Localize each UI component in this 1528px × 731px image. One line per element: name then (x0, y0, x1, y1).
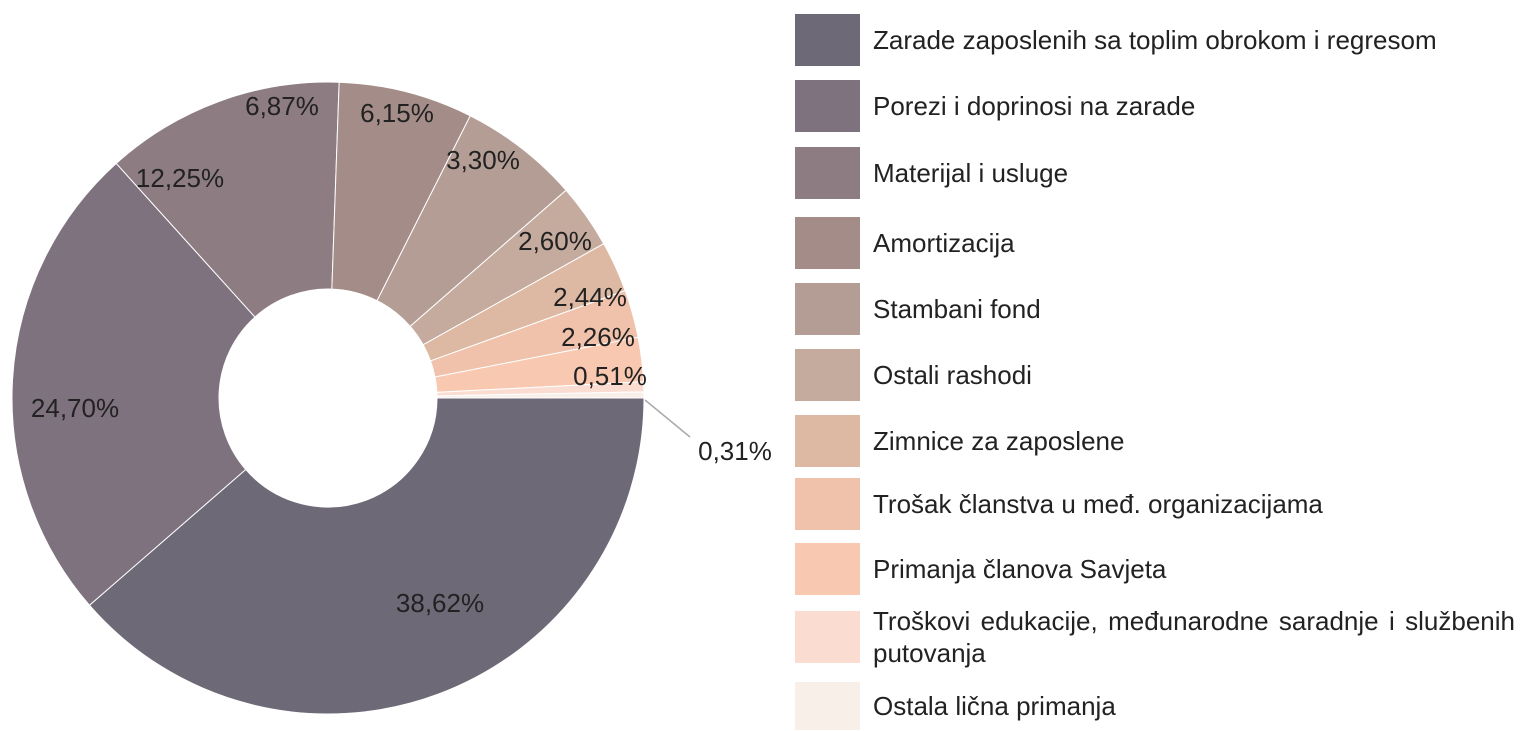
legend-item: Materijal i usluge (795, 147, 1515, 199)
legend-item: Ostala lična primanja (795, 682, 1515, 730)
legend-item: Zimnice za zaposlene (795, 415, 1515, 467)
donut-slice (11, 162, 256, 606)
legend-swatch (795, 283, 860, 335)
legend-label: Primanja članova Savjeta (873, 554, 1167, 584)
chart: 38,62% 24,70% 12,25% 6,87% 6,15% 3,30% 2,60% 2,… (11, 81, 772, 715)
data-label: 24,70% (31, 393, 119, 423)
legend-item: Amortizacija (795, 217, 1515, 269)
legend-swatch (795, 478, 860, 530)
legend-item: Zarade zaposlenih sa toplim obrokom i re… (795, 14, 1515, 66)
legend-item: Porezi i doprinosi na zarade (795, 80, 1515, 132)
legend-swatch (795, 80, 860, 132)
legend-label: Stambani fond (873, 294, 1041, 324)
data-label: 2,26% (561, 322, 635, 352)
data-label: 12,25% (136, 163, 224, 193)
leader-line (644, 399, 691, 438)
legend-label: Trošak članstva u međ. organizacijama (873, 489, 1323, 519)
legend-item: Stambani fond (795, 283, 1515, 335)
legend-label: Ostala lična primanja (873, 691, 1116, 721)
legend-item: Primanja članova Savjeta (795, 543, 1515, 595)
legend-item: Troškovi edukacije, međunarodne saradnje… (795, 606, 1515, 668)
legend-label: Materijal i usluge (873, 158, 1069, 188)
legend-swatch (795, 611, 860, 663)
legend-label: Troškovi edukacije, međunarodne saradnje… (873, 606, 1515, 668)
donut-slice (88, 397, 645, 715)
data-label: 2,44% (553, 282, 627, 312)
donut-slice (115, 81, 340, 318)
legend-swatch (795, 14, 860, 66)
legend-item: Ostali rashodi (795, 349, 1515, 401)
legend-swatch (795, 543, 860, 595)
legend-swatch (795, 415, 860, 467)
legend-label: Porezi i doprinosi na zarade (873, 91, 1196, 121)
data-label: 6,15% (360, 98, 434, 128)
data-label: 2,60% (518, 226, 592, 256)
legend-swatch (795, 682, 860, 730)
legend-swatch (795, 349, 860, 401)
legend-label: Zimnice za zaposlene (873, 426, 1125, 456)
legend-label: Zarade zaposlenih sa toplim obrokom i re… (873, 25, 1437, 55)
legend-item: Trošak članstva u međ. organizacijama (795, 478, 1515, 530)
donut-slice (436, 391, 645, 399)
legend-swatch (795, 217, 860, 269)
data-label: 0,31% (698, 436, 772, 466)
legend-label: Amortizacija (873, 228, 1015, 258)
data-label: 38,62% (396, 588, 484, 618)
data-label: 0,51% (573, 361, 647, 391)
legend-label: Ostali rashodi (873, 360, 1032, 390)
data-label: 3,30% (446, 145, 520, 175)
data-label: 6,87% (245, 91, 319, 121)
legend-swatch (795, 147, 860, 199)
